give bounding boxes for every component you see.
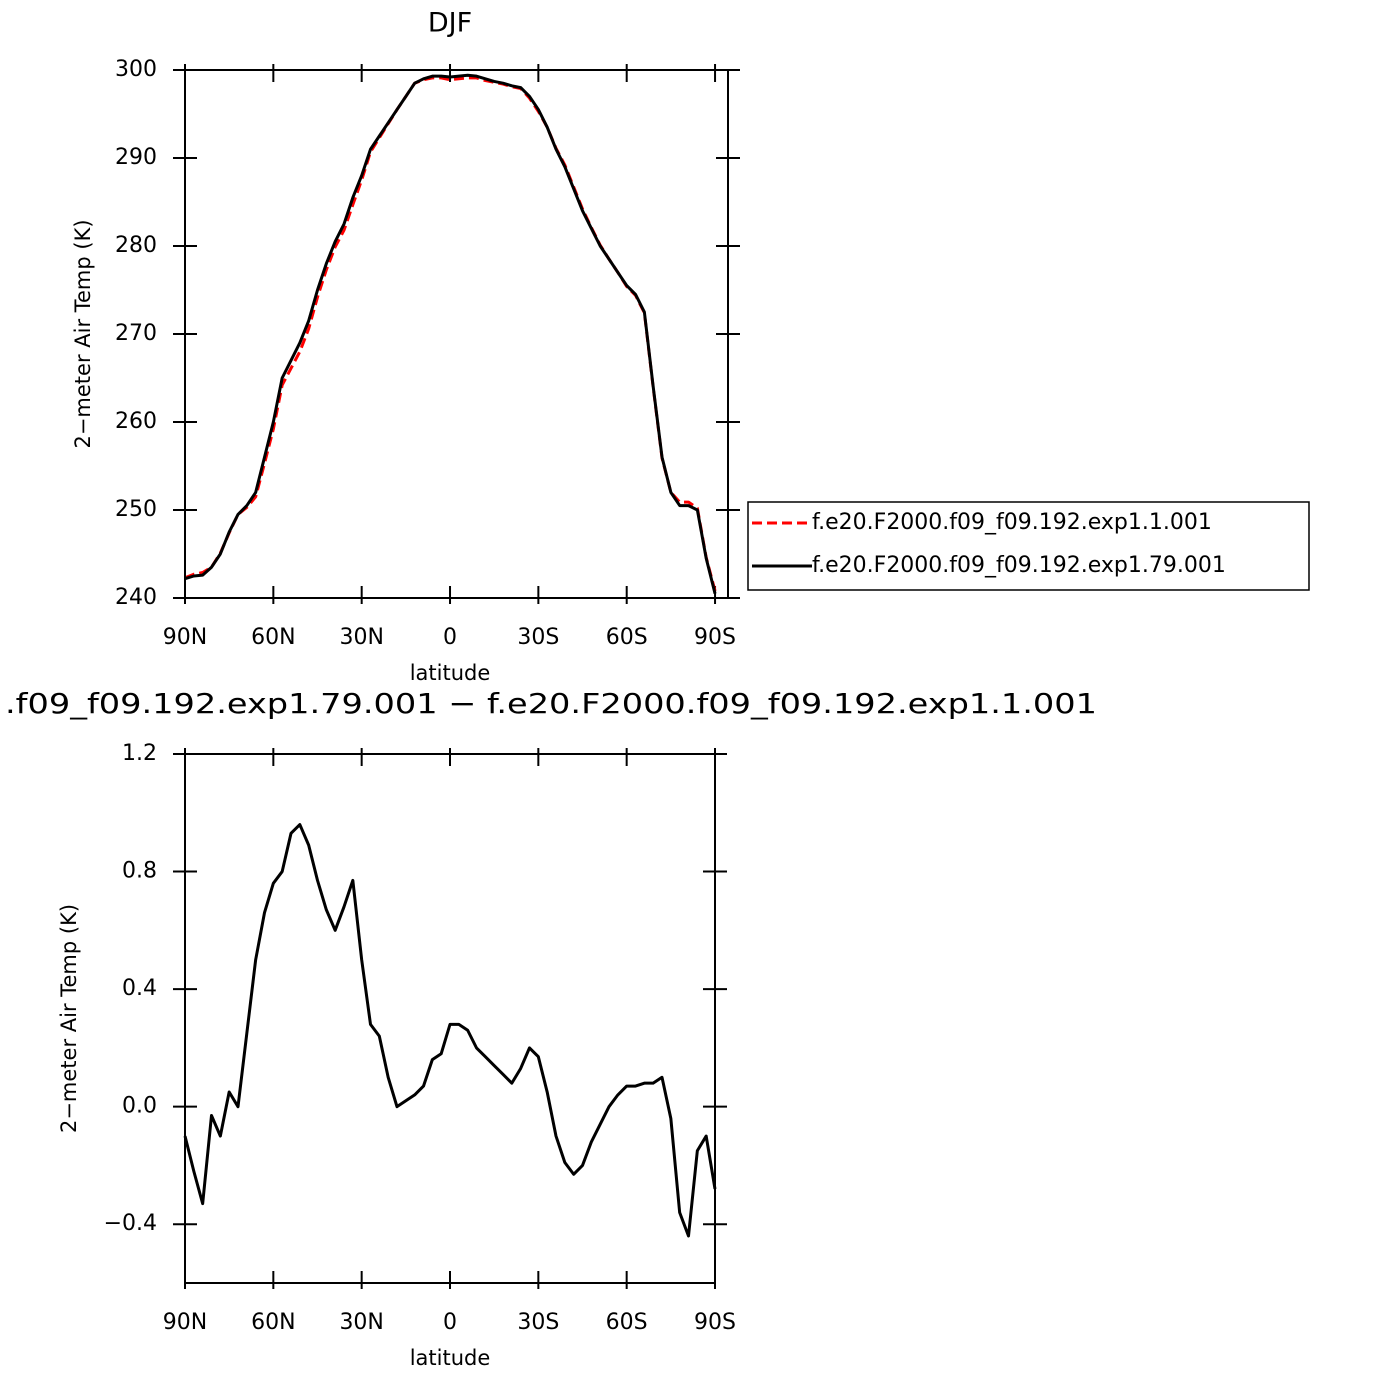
y-tick-label: 240 [115,585,157,610]
x-tick-label: 30S [517,625,559,650]
chart-title: .f09_f09.192.exp1.79.001 − f.e20.F2000.f… [5,687,1097,720]
x-tick-label: 30N [339,625,383,650]
y-tick-label: −0.4 [104,1211,157,1236]
y-tick-label: 270 [115,321,157,346]
y-tick-label: 290 [115,145,157,170]
x-tick-label: 90S [694,625,736,650]
data-line [184,76,717,592]
data-line [183,823,717,1238]
y-tick-label: 260 [115,409,157,434]
y-tick-label: 0.4 [122,976,157,1001]
x-tick-label: 60S [606,625,648,650]
plot-frame [184,753,716,1284]
plot-frame [184,69,729,599]
x-tick-label: 0 [443,1310,457,1335]
y-tick-label: 300 [115,57,157,82]
x-tick-label: 90N [163,625,207,650]
y-tick-label: 250 [115,497,157,522]
x-tick-label: 30N [339,1310,383,1335]
x-tick-label: 60S [606,1310,648,1335]
y-tick-label: 1.2 [122,741,157,766]
y-tick-label: 0.8 [122,859,157,884]
y-tick-label: 280 [115,233,157,258]
x-tick-label: 30S [517,1310,559,1335]
x-tick-label: 60N [251,1310,295,1335]
y-tick-label: 0.0 [122,1094,157,1119]
data-line [184,73,717,594]
y-axis-label: 2−meter Air Temp (K) [71,219,95,448]
x-tick-label: 90S [694,1310,736,1335]
x-axis-label: latitude [410,1346,491,1370]
legend-label: f.e20.F2000.f09_f09.192.exp1.79.001 [812,553,1226,578]
x-tick-label: 90N [163,1310,207,1335]
legend-box [747,501,1310,591]
legend-label: f.e20.F2000.f09_f09.192.exp1.1.001 [812,510,1212,535]
x-tick-label: 60N [251,625,295,650]
chart-title: DJF [428,8,472,39]
x-tick-label: 0 [443,625,457,650]
x-axis-label: latitude [410,661,491,685]
y-axis-label: 2−meter Air Temp (K) [57,904,81,1133]
